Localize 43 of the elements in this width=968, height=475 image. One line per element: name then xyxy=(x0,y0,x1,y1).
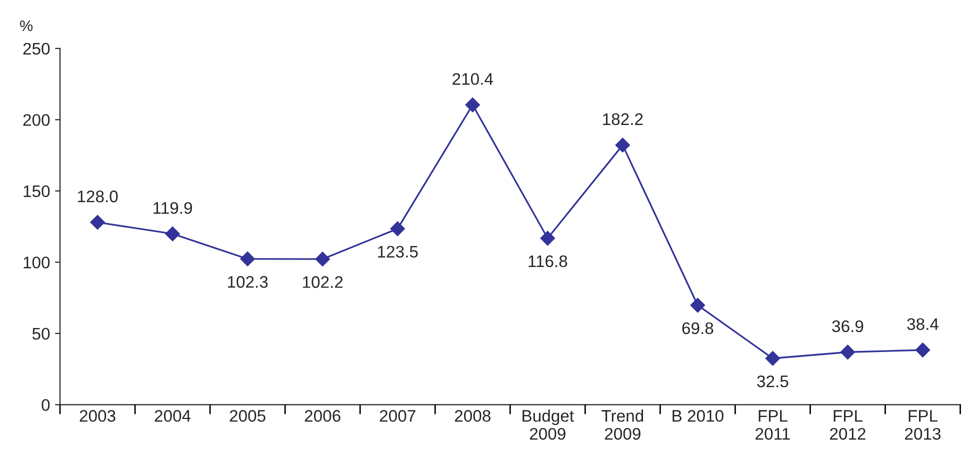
y-tick-label: 250 xyxy=(23,42,50,55)
point xyxy=(465,97,480,112)
y-tick-label: 100 xyxy=(24,256,50,268)
data-label: 32.5 xyxy=(757,375,788,388)
point xyxy=(390,221,405,236)
x-tick-label: Trend 2009 xyxy=(602,410,644,440)
y-axis-title: % xyxy=(20,20,33,32)
point xyxy=(90,214,105,230)
data-label: 182.2 xyxy=(603,113,643,126)
data-label: 119.9 xyxy=(154,202,192,214)
x-tick-label: Budget 2009 xyxy=(522,410,574,440)
x-tick-label: 2005 xyxy=(230,410,266,422)
data-label: 116.8 xyxy=(528,255,568,268)
point xyxy=(615,138,630,152)
x-tick-label: 2008 xyxy=(454,410,490,422)
point xyxy=(765,350,780,366)
data-label: 210.4 xyxy=(452,73,493,85)
x-tick-label: FPL 2012 xyxy=(830,410,866,440)
data-label: 123.5 xyxy=(378,246,418,258)
point xyxy=(690,298,706,313)
y-tick-label: 200 xyxy=(23,114,50,126)
data-label: 102.3 xyxy=(228,276,268,288)
x-tick-label: 2007 xyxy=(380,410,416,422)
data-label: 128.0 xyxy=(78,190,118,202)
x-tick-label: FPL 2013 xyxy=(905,410,941,440)
data-label: 69.8 xyxy=(682,322,714,334)
y-tick-label: 150 xyxy=(24,185,50,198)
y-tick-label: 0 xyxy=(42,399,50,411)
point xyxy=(165,226,180,242)
x-tick-label: 2003 xyxy=(80,410,116,422)
x-tick-label: 2004 xyxy=(154,410,191,422)
point xyxy=(915,342,930,358)
data-label: 36.9 xyxy=(832,320,864,332)
x-tick-label: 2006 xyxy=(304,410,340,422)
x-tick-label: B 2010 xyxy=(672,410,724,422)
point xyxy=(315,252,330,266)
x-tick-label: FPL 2011 xyxy=(756,410,790,440)
data-label: 102.2 xyxy=(303,276,343,288)
point xyxy=(840,344,856,360)
point xyxy=(540,230,556,246)
y-tick-label: 50 xyxy=(32,328,50,340)
point xyxy=(240,252,255,266)
data-label: 38.4 xyxy=(907,318,938,330)
